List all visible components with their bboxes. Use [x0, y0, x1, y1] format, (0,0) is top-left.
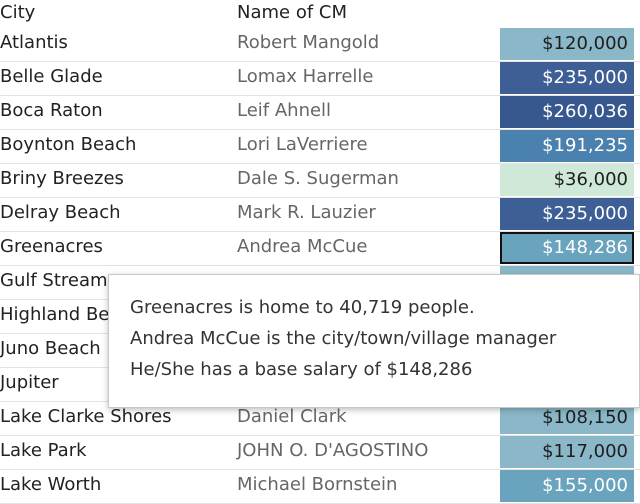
table-row[interactable]: Lake Worth Michael Bornstein $155,000	[0, 469, 640, 504]
cm-name-cell: Mark R. Lauzier	[237, 202, 376, 223]
salary-cell[interactable]: $155,000	[500, 470, 634, 502]
column-header-cm[interactable]: Name of CM	[237, 2, 347, 23]
city-cell: Lake Clarke Shores	[0, 406, 172, 427]
salary-cell[interactable]: $120,000	[500, 28, 634, 60]
table-row[interactable]: Greenacres Andrea McCue $148,286	[0, 231, 640, 266]
cm-name-cell: JOHN O. D'AGOSTINO	[237, 440, 429, 461]
table-row[interactable]: Lake Park JOHN O. D'AGOSTINO $117,000	[0, 435, 640, 470]
city-cell: Jupiter	[0, 372, 59, 393]
tooltip-salary: He/She has a base salary of $148,286	[130, 359, 473, 380]
city-cell: Delray Beach	[0, 202, 121, 223]
table-header: City Name of CM	[0, 0, 640, 28]
salary-cell[interactable]: $117,000	[500, 436, 634, 468]
table-row[interactable]: Delray Beach Mark R. Lauzier $235,000	[0, 197, 640, 232]
salary-cell[interactable]: $148,286	[500, 232, 634, 264]
city-cell: Lake Park	[0, 440, 87, 461]
table-row[interactable]: Belle Glade Lomax Harrelle $235,000	[0, 61, 640, 96]
cm-name-cell: Robert Mangold	[237, 32, 380, 53]
city-cell: Juno Beach	[0, 338, 101, 359]
cm-name-cell: Dale S. Sugerman	[237, 168, 399, 189]
cm-name-cell: Lomax Harrelle	[237, 66, 374, 87]
cm-name-cell: Andrea McCue	[237, 236, 368, 257]
city-cell: Atlantis	[0, 32, 68, 53]
cm-name-cell: Leif Ahnell	[237, 100, 332, 121]
city-cell: Gulf Stream	[0, 270, 108, 291]
city-cell: Boca Raton	[0, 100, 103, 121]
table-row[interactable]: Atlantis Robert Mangold $120,000	[0, 27, 640, 62]
salary-cell[interactable]: $260,036	[500, 96, 634, 128]
city-cell: Lake Worth	[0, 474, 102, 495]
cm-name-cell: Daniel Clark	[237, 406, 347, 427]
salary-cell[interactable]: $191,235	[500, 130, 634, 162]
city-cell: Greenacres	[0, 236, 103, 257]
salary-cell[interactable]: $235,000	[500, 62, 634, 94]
tooltip: Greenacres is home to 40,719 people. And…	[108, 274, 640, 408]
cm-name-cell: Lori LaVerriere	[237, 134, 368, 155]
table-row[interactable]: Briny Breezes Dale S. Sugerman $36,000	[0, 163, 640, 198]
city-cell: Boynton Beach	[0, 134, 137, 155]
city-cell: Highland Beach	[0, 304, 142, 325]
table-row[interactable]: Boynton Beach Lori LaVerriere $191,235	[0, 129, 640, 164]
table-row[interactable]: Boca Raton Leif Ahnell $260,036	[0, 95, 640, 130]
city-cell: Briny Breezes	[0, 168, 124, 189]
tooltip-manager: Andrea McCue is the city/town/village ma…	[130, 328, 557, 349]
cm-name-cell: Michael Bornstein	[237, 474, 398, 495]
city-cell: Belle Glade	[0, 66, 103, 87]
tooltip-population: Greenacres is home to 40,719 people.	[130, 297, 475, 318]
salary-cell[interactable]: $235,000	[500, 198, 634, 230]
salary-cell[interactable]: $36,000	[500, 164, 634, 196]
column-header-city[interactable]: City	[0, 2, 36, 23]
